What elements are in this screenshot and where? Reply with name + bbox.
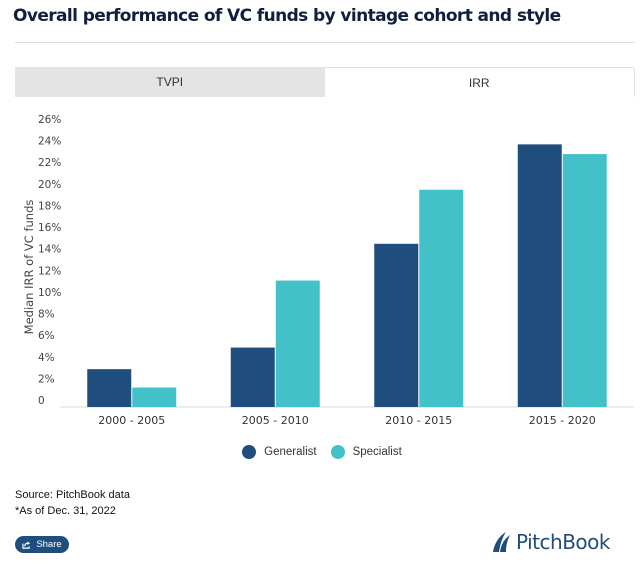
pitchbook-logo[interactable]: PitchBook [490, 530, 610, 554]
y-tick-label: 8% [38, 309, 55, 321]
generalist-swatch-icon [242, 445, 257, 459]
y-axis-title: Median IRR of VC funds [22, 200, 36, 335]
legend-item-generalist[interactable]: Generalist [242, 445, 317, 459]
bars-group [87, 144, 607, 407]
bar-generalist-2[interactable] [374, 243, 419, 407]
share-button[interactable]: Share [15, 536, 69, 553]
bar-chart: Median IRR of VC funds 0 2% 4% 6% 8% 10% 12% 14… [22, 114, 634, 427]
x-tick-label: 2000 - 2005 [98, 414, 165, 427]
chart-title: Overall performance of VC funds by vinta… [13, 6, 561, 26]
y-tick-label: 4% [38, 352, 55, 364]
bar-specialist-0[interactable] [132, 387, 177, 407]
tab-tvpi[interactable]: TVPI [15, 67, 325, 97]
tab-irr[interactable]: IRR [324, 67, 635, 97]
source-notes: Source: PitchBook data *As of Dec. 31, 2… [15, 487, 130, 519]
y-tick-label: 10% [38, 287, 61, 299]
pitchbook-sail-icon [493, 532, 510, 552]
y-axis-ticks: 0 2% 4% 6% 8% 10% 12% 14% 16% 18% 20% 22% 24% 26% [38, 114, 61, 407]
date-note: *As of Dec. 31, 2022 [15, 505, 116, 517]
bar-generalist-0[interactable] [87, 369, 132, 407]
legend-label-generalist: Generalist [264, 446, 317, 458]
title-divider [15, 42, 635, 43]
logo-text: PitchBook [516, 530, 610, 554]
share-label: Share [36, 539, 62, 550]
y-tick-label: 6% [38, 330, 55, 342]
legend: Generalist Specialist [0, 445, 644, 459]
y-tick-label: 22% [38, 157, 61, 169]
y-tick-label: 0 [38, 395, 45, 407]
y-tick-label: 14% [38, 244, 61, 256]
share-icon [22, 540, 31, 549]
bar-specialist-3[interactable] [562, 154, 607, 407]
y-tick-label: 2% [38, 373, 55, 385]
y-tick-label: 24% [38, 136, 61, 148]
y-tick-label: 20% [38, 179, 61, 191]
bar-generalist-3[interactable] [517, 144, 562, 407]
category-labels: 2000 - 2005 2005 - 2010 2010 - 2015 2015 - … [98, 414, 595, 427]
legend-label-specialist: Specialist [352, 446, 402, 458]
y-tick-label: 12% [38, 265, 61, 277]
x-tick-label: 2010 - 2015 [385, 414, 452, 427]
bar-specialist-1[interactable] [275, 280, 320, 407]
legend-item-specialist[interactable]: Specialist [330, 445, 402, 459]
y-tick-label: 16% [38, 222, 61, 234]
x-tick-label: 2005 - 2010 [242, 414, 309, 427]
bar-generalist-1[interactable] [230, 347, 275, 407]
x-tick-label: 2015 - 2020 [529, 414, 596, 427]
specialist-swatch-icon [330, 445, 345, 459]
bar-specialist-2[interactable] [419, 189, 464, 407]
metric-tabs: TVPI IRR [15, 67, 635, 97]
y-tick-label: 18% [38, 200, 61, 212]
y-tick-label: 26% [38, 114, 61, 126]
source-text: Source: PitchBook data [15, 489, 130, 501]
